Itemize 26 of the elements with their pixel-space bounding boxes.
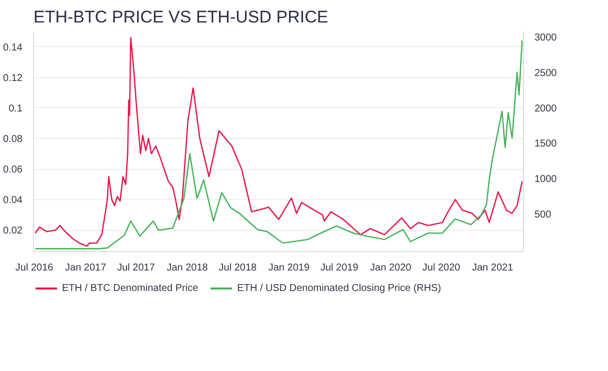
- y2-tick-label: 1000: [534, 174, 558, 186]
- x-tick-label: Jan 2019: [268, 262, 310, 274]
- y2-tick-label: 3000: [534, 32, 558, 44]
- legend-label: ETH / BTC Denominated Price: [62, 282, 198, 294]
- x-tick-label: Jan 2017: [65, 262, 107, 274]
- x-tick-label: Jan 2020: [370, 262, 412, 274]
- y2-tick-label: 500: [534, 209, 552, 220]
- y-tick-label: 0.08: [3, 134, 23, 145]
- x-tick-label: Jul 2020: [422, 262, 461, 274]
- x-tick-label: Jul 2016: [15, 262, 54, 274]
- y-tick-label: 0.06: [3, 164, 23, 176]
- y-tick-label: 0.1: [8, 103, 23, 114]
- y-tick-label: 0.04: [3, 195, 23, 206]
- x-tick-label: Jul 2019: [320, 262, 359, 274]
- y-tick-label: 0.02: [3, 226, 23, 237]
- y-tick-label: 0.12: [3, 72, 23, 84]
- x-tick-label: Jan 2018: [166, 262, 208, 274]
- x-tick-label: Jul 2017: [117, 262, 156, 274]
- x-tick-label: Jul 2018: [218, 262, 258, 274]
- legend-label: ETH / USD Denominated Closing Price (RHS): [237, 282, 442, 294]
- chart-title: ETH-BTC PRICE VS ETH-USD PRICE: [34, 8, 328, 26]
- x-tick-label: Jan 2021: [472, 262, 514, 274]
- y2-tick-label: 2500: [534, 68, 558, 79]
- y2-tick-label: 1500: [534, 138, 558, 150]
- y2-tick-label: 2000: [534, 103, 558, 114]
- y-tick-label: 0.14: [3, 42, 23, 54]
